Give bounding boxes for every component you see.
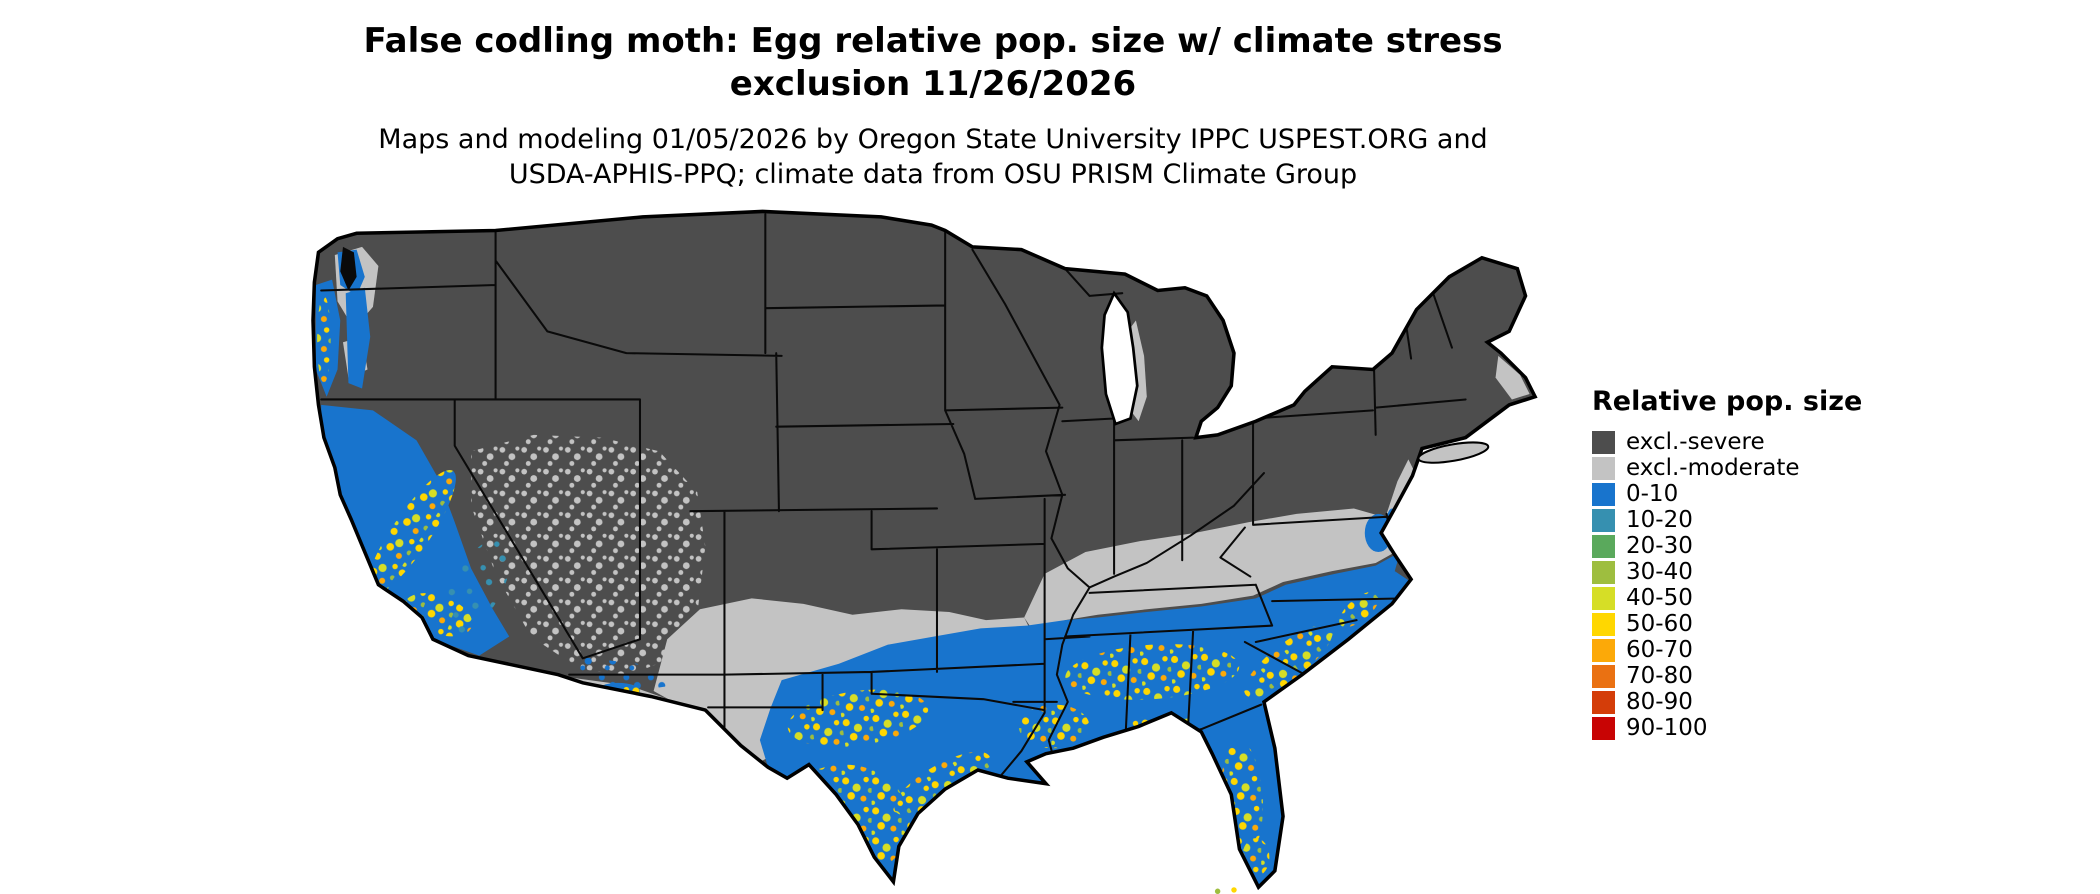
legend-label: 80-90 xyxy=(1626,688,1693,715)
legend-label: 60-70 xyxy=(1626,636,1693,663)
legend-swatch xyxy=(1592,638,1615,662)
map-region-mid-pop-pnw-strip xyxy=(317,295,331,384)
legend-swatch xyxy=(1592,690,1615,714)
legend-swatch xyxy=(1592,482,1615,506)
legend-row: 40-50 xyxy=(1592,585,1862,611)
legend-label: 90-100 xyxy=(1626,714,1708,741)
page-title-line2: exclusion 11/26/2026 xyxy=(729,63,1137,104)
legend-label: 30-40 xyxy=(1626,558,1693,585)
map-region-mid-pop-ms-al-ga xyxy=(1065,644,1240,700)
legend-row: 80-90 xyxy=(1592,689,1862,715)
legend-swatch xyxy=(1592,456,1615,480)
map-region-mid-pop-south-texas xyxy=(778,764,910,880)
map-figure xyxy=(300,206,1544,894)
page-title-line1: False codling moth: Egg relative pop. si… xyxy=(363,21,1503,61)
legend-row: 30-40 xyxy=(1592,559,1862,585)
legend-label: 10-20 xyxy=(1626,506,1693,533)
legend-label: 40-50 xyxy=(1626,584,1693,611)
florida-keys xyxy=(1214,887,1237,894)
map-region-mid-pop-nc-coast xyxy=(1339,591,1380,628)
legend-row: 10-20 xyxy=(1592,507,1862,533)
page-subtitle-line2: USDA-APHIS-PPQ; climate data from OSU PR… xyxy=(508,158,1358,190)
legend-swatch xyxy=(1592,664,1615,688)
legend-swatch xyxy=(1592,534,1615,558)
map-region-mid-pop-south-florida xyxy=(1242,838,1270,877)
page-title: False codling moth: Egg relative pop. si… xyxy=(0,20,1866,106)
legend-row: 90-100 xyxy=(1592,715,1862,741)
map-region-mid-pop-texas-coast xyxy=(894,751,991,816)
legend-swatch xyxy=(1592,560,1615,584)
lake-michigan xyxy=(1100,290,1139,426)
legend-row: 60-70 xyxy=(1592,637,1862,663)
legend-row: 50-60 xyxy=(1592,611,1862,637)
legend-swatch xyxy=(1592,586,1615,610)
legend-label: 0-10 xyxy=(1626,480,1679,507)
legend-label: 70-80 xyxy=(1626,662,1693,689)
legend-row: excl.-moderate xyxy=(1592,455,1862,481)
puget-sound xyxy=(340,246,357,291)
map-region-low-pop-willamette xyxy=(345,287,371,389)
page-subtitle-line1: Maps and modeling 01/05/2026 by Oregon S… xyxy=(378,123,1488,155)
legend: Relative pop. size excl.-severe excl.-mo… xyxy=(1592,386,1862,741)
long-island xyxy=(1417,441,1490,464)
legend-row: 20-30 xyxy=(1592,533,1862,559)
map-region-mid-pop-louisiana xyxy=(1018,704,1090,749)
legend-label: excl.-moderate xyxy=(1626,454,1800,481)
legend-swatch xyxy=(1592,612,1615,636)
legend-row: 70-80 xyxy=(1592,663,1862,689)
legend-row: 0-10 xyxy=(1592,481,1862,507)
legend-swatch xyxy=(1592,508,1615,532)
map-region-mid-pop-ca-valley xyxy=(366,469,456,596)
legend-label: 20-30 xyxy=(1626,532,1693,559)
legend-label: 50-60 xyxy=(1626,610,1693,637)
map-region-mid-pop-ga-sc-coast xyxy=(1244,624,1333,698)
map-region-low-pop-arizona-speckle xyxy=(569,655,673,692)
legend-swatch xyxy=(1592,716,1615,740)
header: False codling moth: Egg relative pop. si… xyxy=(0,20,1866,192)
map-region-excl-moderate-great-basin-speckle xyxy=(471,434,706,675)
map-region-teal-speckle-ca-edge xyxy=(441,538,512,637)
page-subtitle: Maps and modeling 01/05/2026 by Oregon S… xyxy=(0,122,1866,192)
legend-label: excl.-severe xyxy=(1626,428,1765,455)
legend-title: Relative pop. size xyxy=(1592,386,1863,417)
legend-swatch xyxy=(1592,430,1615,454)
legend-row: excl.-severe xyxy=(1592,429,1862,455)
map-region-excl-moderate-cape-cod xyxy=(1495,355,1530,400)
us-map xyxy=(311,209,1537,894)
map-region-excl-moderate-tn-ky-band xyxy=(1024,508,1401,632)
